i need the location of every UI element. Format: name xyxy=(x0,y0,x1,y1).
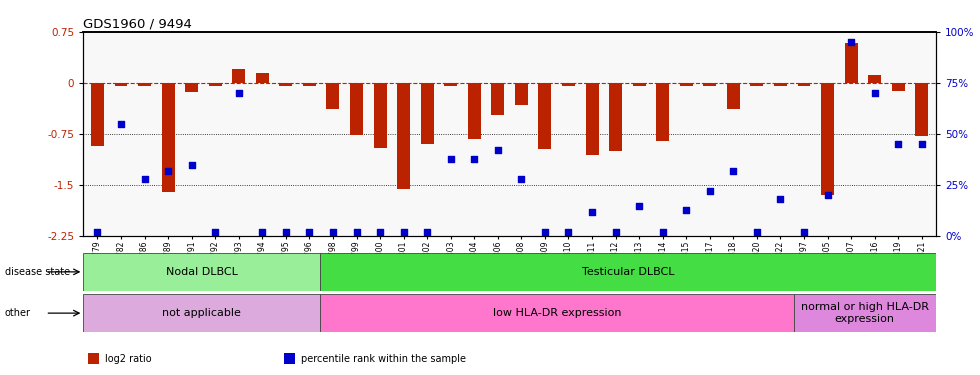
Text: percentile rank within the sample: percentile rank within the sample xyxy=(301,354,466,363)
Point xyxy=(184,162,200,168)
Bar xyxy=(256,74,269,83)
Text: Testicular DLBCL: Testicular DLBCL xyxy=(582,267,674,277)
Point xyxy=(325,229,341,235)
Bar xyxy=(279,83,292,86)
Bar xyxy=(868,75,881,83)
Point xyxy=(608,229,623,235)
Bar xyxy=(397,83,410,189)
Point xyxy=(419,229,435,235)
Bar xyxy=(303,83,316,86)
Text: log2 ratio: log2 ratio xyxy=(105,354,152,363)
Bar xyxy=(680,83,693,86)
Bar xyxy=(774,83,787,86)
Bar xyxy=(491,83,505,115)
Text: low HLA-DR expression: low HLA-DR expression xyxy=(493,308,621,318)
Point xyxy=(819,192,835,198)
Bar xyxy=(91,83,104,146)
Text: other: other xyxy=(5,308,31,318)
Bar xyxy=(794,294,936,332)
Bar xyxy=(562,83,575,86)
Bar xyxy=(727,83,740,109)
Point xyxy=(514,176,529,182)
Point xyxy=(372,229,388,235)
Point xyxy=(749,229,764,235)
Bar xyxy=(350,83,363,135)
Point xyxy=(490,147,506,153)
Text: not applicable: not applicable xyxy=(163,308,241,318)
Bar xyxy=(586,83,599,154)
Bar xyxy=(138,83,151,86)
Point xyxy=(772,196,788,202)
Point xyxy=(302,229,318,235)
Text: disease state: disease state xyxy=(5,267,70,277)
Text: GDS1960 / 9494: GDS1960 / 9494 xyxy=(83,18,192,31)
Point xyxy=(349,229,365,235)
Point xyxy=(396,229,412,235)
Bar xyxy=(657,83,669,141)
Point xyxy=(208,229,223,235)
Point xyxy=(561,229,576,235)
Bar xyxy=(915,83,928,136)
Point xyxy=(466,156,482,162)
Point xyxy=(702,188,717,194)
Point xyxy=(891,141,907,147)
Bar xyxy=(751,83,763,86)
Bar xyxy=(514,83,528,105)
Bar xyxy=(610,83,622,151)
Point xyxy=(161,168,176,174)
Point xyxy=(136,176,152,182)
Bar xyxy=(320,253,936,291)
Point xyxy=(89,229,105,235)
Bar xyxy=(704,83,716,86)
Point xyxy=(631,202,647,208)
Bar xyxy=(185,83,198,92)
Bar xyxy=(83,253,320,291)
Bar xyxy=(845,44,858,83)
Point xyxy=(843,39,858,45)
Bar xyxy=(444,83,458,86)
Bar xyxy=(320,294,794,332)
Bar xyxy=(232,69,245,83)
Bar xyxy=(798,83,810,86)
Point xyxy=(278,229,294,235)
Bar xyxy=(467,83,481,139)
Point xyxy=(725,168,741,174)
Bar xyxy=(633,83,646,86)
Point xyxy=(867,90,883,96)
Bar xyxy=(326,83,339,109)
Text: normal or high HLA-DR
expression: normal or high HLA-DR expression xyxy=(801,302,929,324)
Point xyxy=(113,121,128,127)
Point xyxy=(584,209,600,215)
Point xyxy=(678,207,694,213)
Point xyxy=(537,229,553,235)
Bar xyxy=(420,83,433,144)
Bar xyxy=(162,83,174,192)
Point xyxy=(443,156,459,162)
Bar xyxy=(538,83,552,149)
Bar xyxy=(892,83,905,91)
Point xyxy=(655,229,670,235)
Bar xyxy=(83,294,320,332)
Bar xyxy=(115,83,127,86)
Point xyxy=(255,229,270,235)
Point xyxy=(914,141,930,147)
Point xyxy=(796,229,811,235)
Point xyxy=(231,90,247,96)
Text: Nodal DLBCL: Nodal DLBCL xyxy=(166,267,238,277)
Bar xyxy=(209,83,221,86)
Bar xyxy=(821,83,834,195)
Bar xyxy=(373,83,386,148)
